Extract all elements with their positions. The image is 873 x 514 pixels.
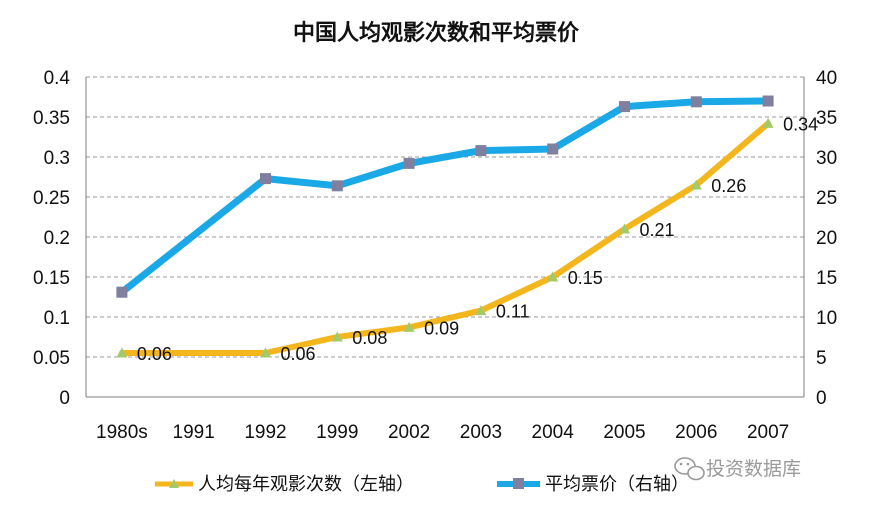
data-point-per-capita-visits [475, 305, 487, 316]
legend-label: 人均每年观影次数（左轴） [198, 474, 414, 495]
x-tick-label: 2004 [532, 422, 575, 443]
right-tick-label: 10 [816, 308, 837, 329]
data-label: 0.06 [281, 344, 316, 364]
data-label: 0.11 [496, 302, 530, 322]
left-tick-label: 0.2 [44, 228, 70, 249]
legend: 人均每年观影次数（左轴） 平均票价（右轴） [155, 474, 689, 495]
data-label: 0.15 [568, 268, 603, 288]
right-tick-label: 30 [816, 148, 837, 169]
x-tick-label: 2006 [675, 422, 717, 443]
legend-label: 平均票价（右轴） [545, 474, 689, 495]
x-tick-label: 2007 [747, 422, 789, 443]
data-point-avg-ticket-price [403, 157, 415, 169]
chart-title: 中国人均观影次数和平均票价 [293, 20, 580, 46]
data-label: 0.06 [137, 344, 172, 364]
data-label: 0.08 [352, 328, 387, 348]
data-label: 0.21 [640, 220, 675, 240]
data-point-per-capita-visits [690, 179, 702, 190]
watermark-text: 投资数据库 [706, 458, 801, 480]
right-tick-label: 40 [816, 68, 837, 89]
data-point-per-capita-visits [762, 117, 774, 128]
legend-item-avg-ticket-price: 平均票价（右轴） [497, 474, 689, 495]
data-label: 0.26 [711, 176, 746, 196]
left-tick-label: 0.1 [44, 308, 70, 329]
data-label: 0.09 [424, 318, 459, 338]
left-tick-label: 0.35 [33, 108, 70, 129]
watermark: 投资数据库 [674, 457, 801, 481]
left-tick-label: 0 [59, 388, 70, 409]
data-point-per-capita-visits [547, 271, 559, 282]
x-tick-label: 1999 [316, 422, 358, 443]
left-tick-label: 0.3 [44, 148, 70, 169]
series-per-capita-visits [116, 117, 774, 358]
right-tick-label: 15 [816, 268, 837, 289]
data-point-avg-ticket-price [475, 145, 487, 157]
data-labels: 0.06 0.06 0.08 0.09 0.11 0.15 0.21 0.26 0.34 [137, 114, 818, 364]
data-point-per-capita-visits [619, 223, 630, 234]
right-axis-ticks: 0 5 10 15 20 25 30 35 40 [816, 68, 837, 409]
x-tick-label: 2002 [388, 422, 430, 443]
left-tick-label: 0.05 [33, 348, 70, 369]
data-point-avg-ticket-price [547, 143, 559, 155]
right-tick-label: 35 [816, 108, 837, 129]
data-label: 0.34 [783, 114, 818, 134]
legend-swatch-marker [513, 478, 524, 489]
left-tick-label: 0.25 [33, 188, 70, 209]
left-tick-label: 0.4 [44, 68, 71, 89]
x-tick-label: 1980s [96, 422, 148, 443]
wechat-icon [674, 457, 705, 481]
data-point-per-capita-visits [260, 347, 271, 358]
x-tick-label: 1992 [244, 422, 286, 443]
data-point-avg-ticket-price [331, 180, 343, 192]
right-tick-label: 5 [816, 348, 827, 369]
x-tick-label: 2003 [460, 422, 502, 443]
right-tick-label: 25 [816, 188, 837, 209]
right-tick-label: 0 [816, 388, 827, 409]
legend-item-per-capita-visits: 人均每年观影次数（左轴） [155, 474, 414, 495]
data-point-avg-ticket-price [116, 286, 128, 298]
left-tick-label: 0.15 [33, 268, 70, 289]
series-avg-ticket-price [116, 95, 774, 298]
data-point-avg-ticket-price [260, 173, 271, 185]
data-point-avg-ticket-price [619, 101, 630, 113]
x-tick-label: 2005 [603, 422, 645, 443]
left-axis-ticks: 0 0.05 0.1 0.15 0.2 0.25 0.3 0.35 0.4 [33, 68, 70, 409]
data-point-per-capita-visits [403, 321, 415, 332]
gridlines [86, 76, 804, 358]
x-axis-ticks: 1980s 1991 1992 1999 2002 2003 2004 2005 2006 200… [96, 422, 789, 443]
data-point-per-capita-visits [331, 331, 343, 342]
x-tick-label: 1991 [173, 422, 215, 443]
data-point-avg-ticket-price [762, 95, 774, 107]
axes [85, 77, 805, 398]
legend-swatch-marker [169, 479, 179, 488]
data-point-avg-ticket-price [690, 96, 702, 108]
right-tick-label: 20 [816, 228, 837, 249]
data-point-per-capita-visits [116, 347, 128, 358]
